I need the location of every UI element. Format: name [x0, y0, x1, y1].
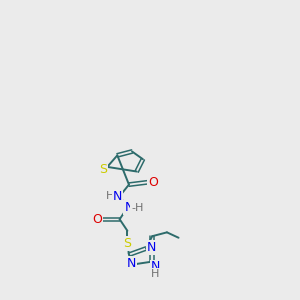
- Text: N: N: [151, 260, 160, 274]
- Text: N: N: [127, 257, 136, 270]
- Text: N: N: [124, 201, 134, 214]
- Text: O: O: [148, 176, 158, 189]
- Text: H: H: [151, 269, 160, 279]
- Text: -H: -H: [131, 203, 144, 213]
- Text: S: S: [99, 163, 107, 176]
- Text: O: O: [92, 213, 102, 226]
- Text: N: N: [112, 190, 122, 203]
- Text: S: S: [123, 237, 130, 250]
- Text: N: N: [147, 241, 156, 254]
- Text: H: H: [106, 191, 115, 201]
